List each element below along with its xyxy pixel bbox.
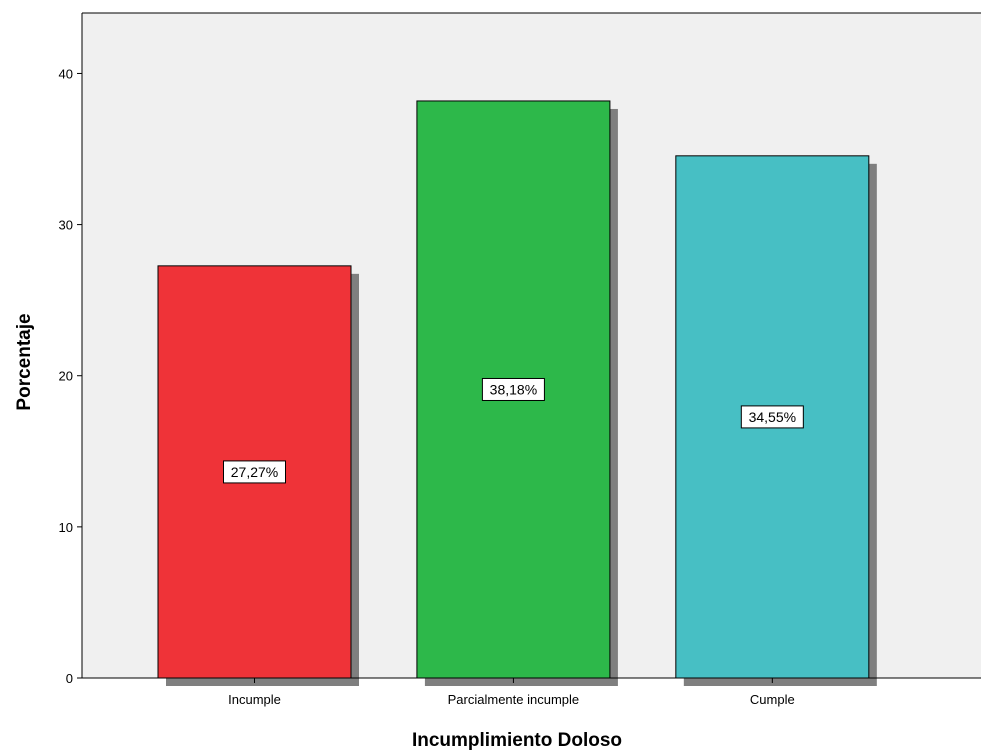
data-label-box bbox=[223, 460, 286, 484]
y-tick-label: 30 bbox=[59, 218, 73, 233]
y-tick-label: 0 bbox=[66, 671, 73, 686]
bars-layer bbox=[157, 100, 877, 687]
data-labels-layer: 27,27% 38,18% 34,55% bbox=[223, 377, 804, 484]
y-ticks-layer: 0 10 20 30 40 bbox=[59, 66, 82, 686]
data-label-box bbox=[740, 405, 804, 429]
y-tick-label: 40 bbox=[59, 66, 73, 81]
x-tick-label: Incumple bbox=[228, 692, 281, 707]
x-axis-title: Incumplimiento Doloso bbox=[412, 730, 622, 751]
data-label: 34,55% bbox=[749, 409, 796, 425]
x-tick-label: Cumple bbox=[750, 692, 795, 707]
x-tick-label: Parcialmente incumple bbox=[448, 692, 580, 707]
data-label: 38,18% bbox=[490, 381, 537, 397]
x-ticks-layer: Incumple Parcialmente incumple Cumple bbox=[228, 678, 795, 707]
data-label-box bbox=[481, 377, 545, 401]
y-tick-label: 20 bbox=[59, 369, 73, 384]
y-axis-title: Porcentaje bbox=[14, 313, 35, 410]
bar bbox=[675, 155, 870, 679]
data-label: 27,27% bbox=[231, 464, 278, 480]
y-tick-label: 10 bbox=[59, 520, 73, 535]
